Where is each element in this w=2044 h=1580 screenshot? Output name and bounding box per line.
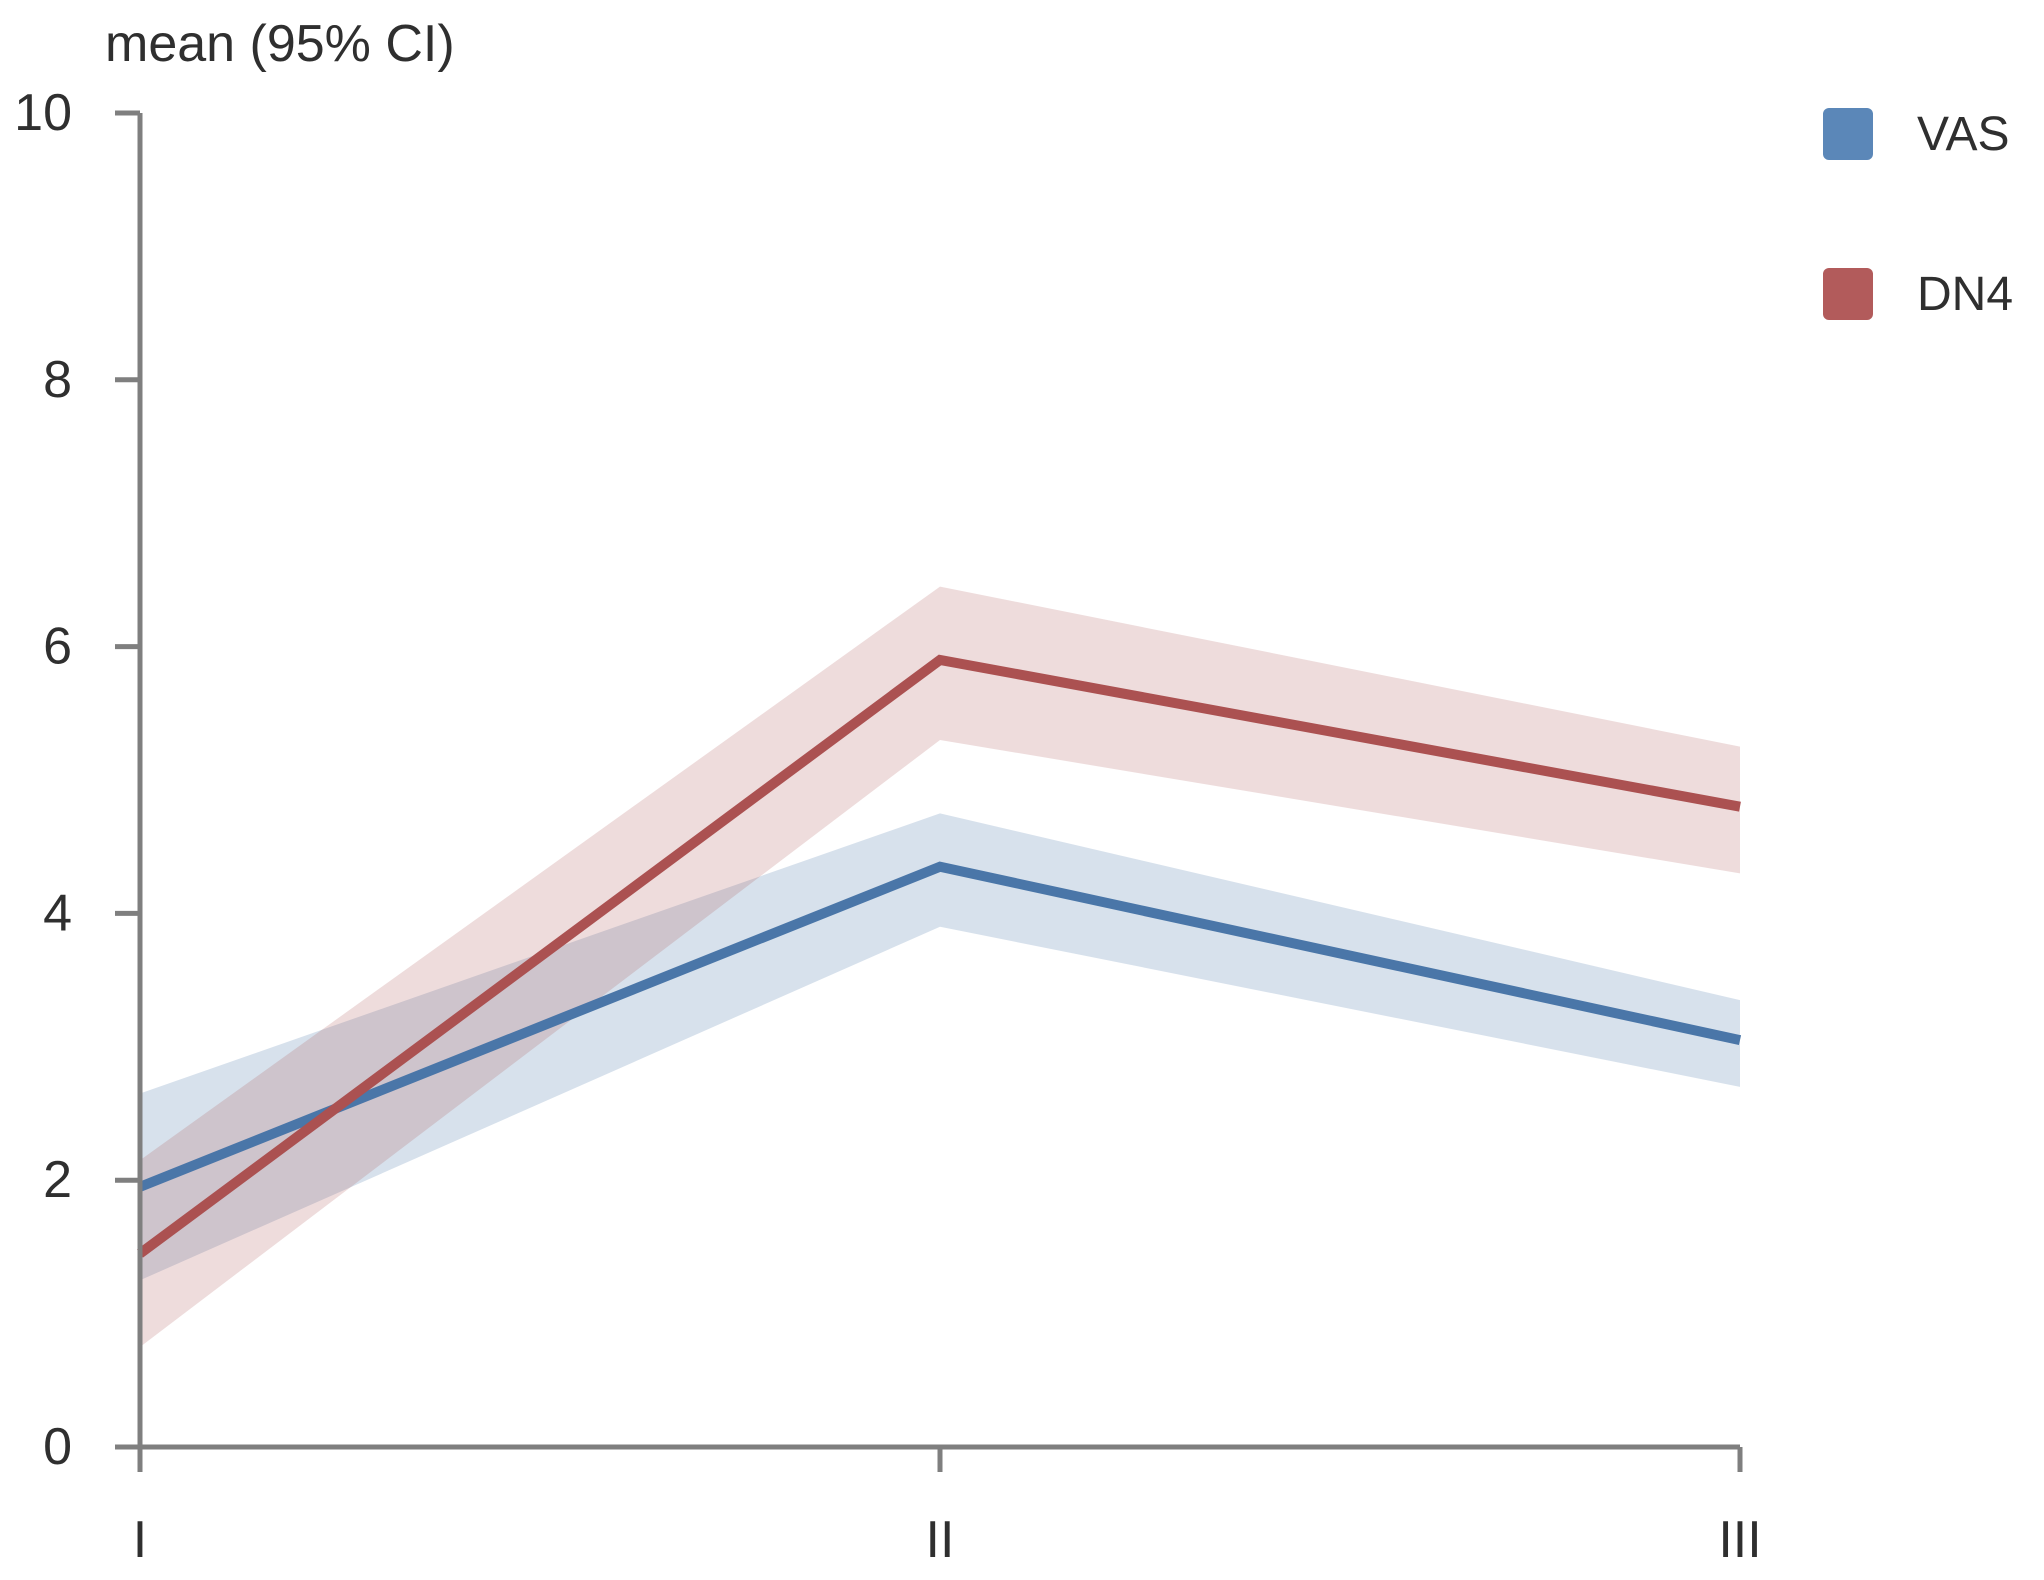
x-tick-label: I — [133, 1511, 147, 1569]
chart-title: mean (95% CI) — [105, 15, 455, 73]
dn4-swatch-icon — [1823, 268, 1873, 320]
legend-item-vas: VAS — [1823, 107, 2013, 161]
legend-label-dn4: DN4 — [1917, 267, 2014, 321]
dn4-mean-line — [137, 654, 1741, 1258]
y-tick-label: 2 — [43, 1151, 72, 1209]
dn4-ci-band — [140, 586, 1740, 1347]
vas-mean-line — [138, 861, 1742, 1192]
y-tick-label: 8 — [43, 351, 72, 409]
y-tick-label: 0 — [43, 1418, 72, 1476]
legend-item-dn4: DN4 — [1823, 267, 2014, 321]
vas-swatch-icon — [1823, 108, 1873, 160]
legend-label-vas: VAS — [1917, 107, 2010, 161]
y-tick-label: 10 — [14, 84, 72, 142]
legend: VAS DN4 — [1823, 107, 2014, 321]
x-tick-label: II — [926, 1511, 955, 1569]
x-tick-label: III — [1718, 1511, 1761, 1569]
vas-ci-band — [140, 813, 1740, 1281]
y-tick-label: 6 — [43, 618, 72, 676]
y-tick-label: 4 — [43, 884, 72, 942]
